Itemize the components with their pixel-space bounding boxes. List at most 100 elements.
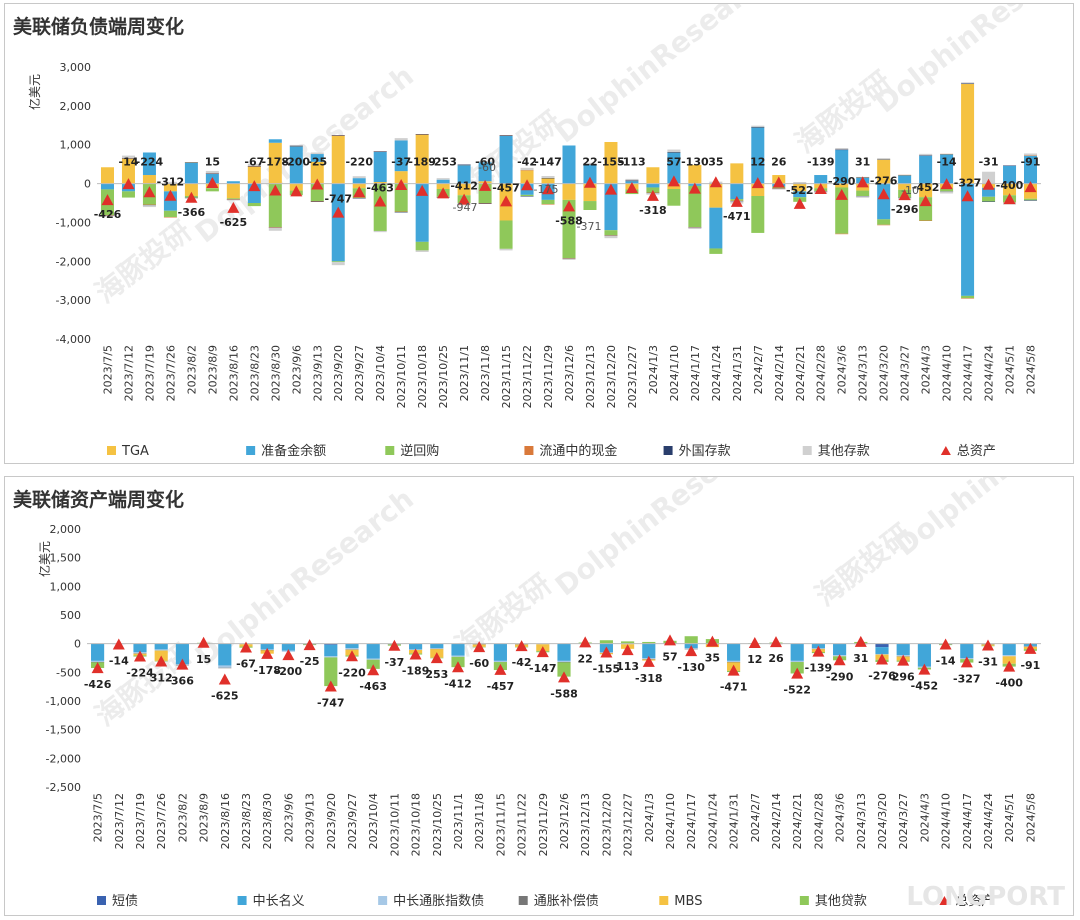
data-label-2023/10/25: 253 — [425, 668, 448, 681]
data-label-2023/9/6: -200 — [275, 665, 303, 678]
x-tick-label: 2024/4/17 — [961, 793, 974, 849]
data-label-2024/1/17: -130 — [677, 661, 705, 674]
marker-2023/7/26 — [155, 655, 168, 667]
x-tick-label: 2024/1/10 — [664, 793, 677, 849]
x-tick-label: 2023/10/11 — [395, 345, 408, 408]
data-label-2024/4/24: -31 — [979, 156, 999, 169]
data-label-2023/11/1: -412 — [450, 180, 478, 193]
data-label-2023/7/5: -426 — [94, 208, 122, 221]
marker-2023/11/8 — [473, 641, 486, 653]
x-tick-label: 2023/9/6 — [290, 345, 303, 394]
data-label-2024/3/6: -290 — [826, 670, 854, 683]
x-tick-label: 2024/3/13 — [857, 345, 870, 401]
bar-逆回购-2024/3/13 — [856, 190, 870, 197]
x-tick-label: 2024/2/28 — [812, 793, 825, 849]
bar-中长名义-2023/10/18 — [409, 643, 423, 650]
extra-label: -371 — [577, 220, 602, 233]
data-label-2023/7/12: -14 — [119, 156, 139, 169]
bar-中长通胀指数债-2023/8/16 — [218, 665, 232, 668]
bar-准备金余额-2024/2/7 — [751, 127, 765, 184]
x-tick-label: 2024/2/21 — [794, 345, 807, 401]
marker-2023/11/1 — [458, 193, 471, 205]
bar-准备金余额-2023/8/16 — [226, 181, 240, 184]
data-label-2024/3/20: -276 — [868, 669, 896, 682]
bar-TGA-2024/2/21 — [793, 183, 807, 192]
marker-2023/12/27 — [621, 644, 634, 656]
bar-其他存款-2023/9/20 — [331, 262, 345, 266]
bar-其他存款-2023/11/15 — [499, 248, 513, 251]
marker-2023/12/13 — [579, 636, 592, 648]
marker-2024/2/7 — [748, 636, 761, 648]
bar-准备金余额-2024/5/8 — [1024, 155, 1038, 184]
bar-中长名义-2023/7/5 — [91, 643, 105, 661]
x-tick-label: 2024/5/8 — [1025, 345, 1038, 394]
marker-2024/4/10 — [940, 178, 953, 190]
marker-2023/10/4 — [367, 664, 380, 676]
bar-准备金余额-2024/4/3 — [919, 155, 933, 184]
bar-中长名义-2023/9/6 — [281, 643, 295, 651]
x-tick-label: 2023/7/12 — [122, 345, 135, 401]
bar-TGA-2024/3/20 — [877, 159, 891, 184]
bar-流通中的现金-2023/9/13 — [310, 201, 324, 202]
bar-准备金余额-2023/10/25 — [436, 179, 450, 184]
bar-其他存款-2023/7/26 — [163, 181, 177, 184]
bar-中长通胀指数债-2023/12/6 — [557, 660, 571, 663]
marker-2023/7/5 — [91, 662, 104, 674]
marker-2024/4/17 — [960, 656, 973, 668]
marker-2023/10/11 — [395, 179, 408, 191]
bar-其他存款-2023/12/27 — [625, 178, 639, 181]
x-tick-label: 2024/3/20 — [876, 793, 889, 849]
bar-外国存款-2023/9/13 — [310, 201, 324, 202]
x-tick-label: 2023/12/6 — [563, 345, 576, 401]
data-label-2023/9/6: -200 — [283, 156, 311, 169]
marker-2023/7/19 — [134, 650, 146, 662]
legend-label-其他贷款: 其他贷款 — [815, 894, 867, 909]
marker-2024/5/1 — [1003, 193, 1016, 205]
bar-其他存款-2023/9/13 — [310, 152, 324, 155]
legend-label-MBS: MBS — [674, 894, 702, 909]
bar-准备金余额-2024/3/20 — [877, 183, 891, 220]
x-tick-label: 2024/4/17 — [962, 345, 975, 401]
bar-中长名义-2023/7/26 — [154, 643, 168, 650]
bar-中长通胀指数债-2023/9/27 — [345, 648, 359, 650]
x-tick-label: 2024/2/7 — [752, 345, 765, 394]
x-tick-label: 2024/4/10 — [940, 793, 953, 849]
bar-准备金余额-2023/9/13 — [310, 154, 324, 162]
x-tick-label: 2024/5/1 — [1004, 345, 1017, 394]
bar-逆回购-2024/4/17 — [961, 295, 975, 299]
bar-流通中的现金-2023/7/19 — [142, 204, 156, 206]
data-label-2023/9/27: -220 — [338, 666, 366, 679]
bar-其他存款-2023/10/18 — [415, 250, 429, 252]
bar-逆回购-2023/7/12 — [121, 191, 135, 198]
bar-准备金余额-2024/3/6 — [835, 149, 849, 184]
marker-2023/10/25 — [430, 652, 443, 664]
extra-label: -60 — [478, 161, 496, 174]
bar-逆回购-2024/5/8 — [1024, 198, 1038, 201]
bar-其他存款-2023/8/9 — [205, 170, 219, 174]
bar-其他存款-2024/3/6 — [835, 148, 849, 150]
marker-2024/1/24 — [706, 635, 719, 647]
data-label-2023/11/29: -147 — [529, 662, 557, 675]
x-tick-label: 2023/11/29 — [537, 793, 550, 856]
bar-TGA-2023/12/20 — [604, 141, 618, 184]
data-label-2024/4/10: -14 — [936, 654, 956, 667]
y-tick-label: 0 — [84, 178, 91, 191]
data-label-2024/2/28: -139 — [807, 156, 835, 169]
bar-准备金余额-2023/12/6 — [562, 145, 576, 184]
marker-2024/1/24 — [709, 176, 722, 188]
bar-外国存款-2024/2/7 — [751, 126, 765, 128]
x-tick-label: 2023/8/9 — [206, 345, 219, 394]
bar-准备金余额-2023/7/19 — [142, 152, 156, 176]
data-label-2024/1/17: -130 — [681, 156, 709, 169]
data-label-2024/3/13: 31 — [853, 652, 868, 665]
x-tick-label: 2024/2/21 — [791, 793, 804, 849]
x-tick-label: 2024/3/13 — [855, 793, 868, 849]
marker-2023/12/20 — [604, 183, 617, 195]
marker-2023/9/27 — [346, 650, 358, 662]
x-tick-label: 2023/8/16 — [219, 793, 232, 849]
data-label-2023/12/13: 22 — [582, 156, 597, 169]
data-label-2023/8/30: -178 — [253, 664, 281, 677]
data-label-2023/9/13: -25 — [307, 156, 327, 169]
marker-2023/11/8 — [479, 179, 492, 191]
data-label-2023/7/5: -426 — [84, 678, 112, 691]
